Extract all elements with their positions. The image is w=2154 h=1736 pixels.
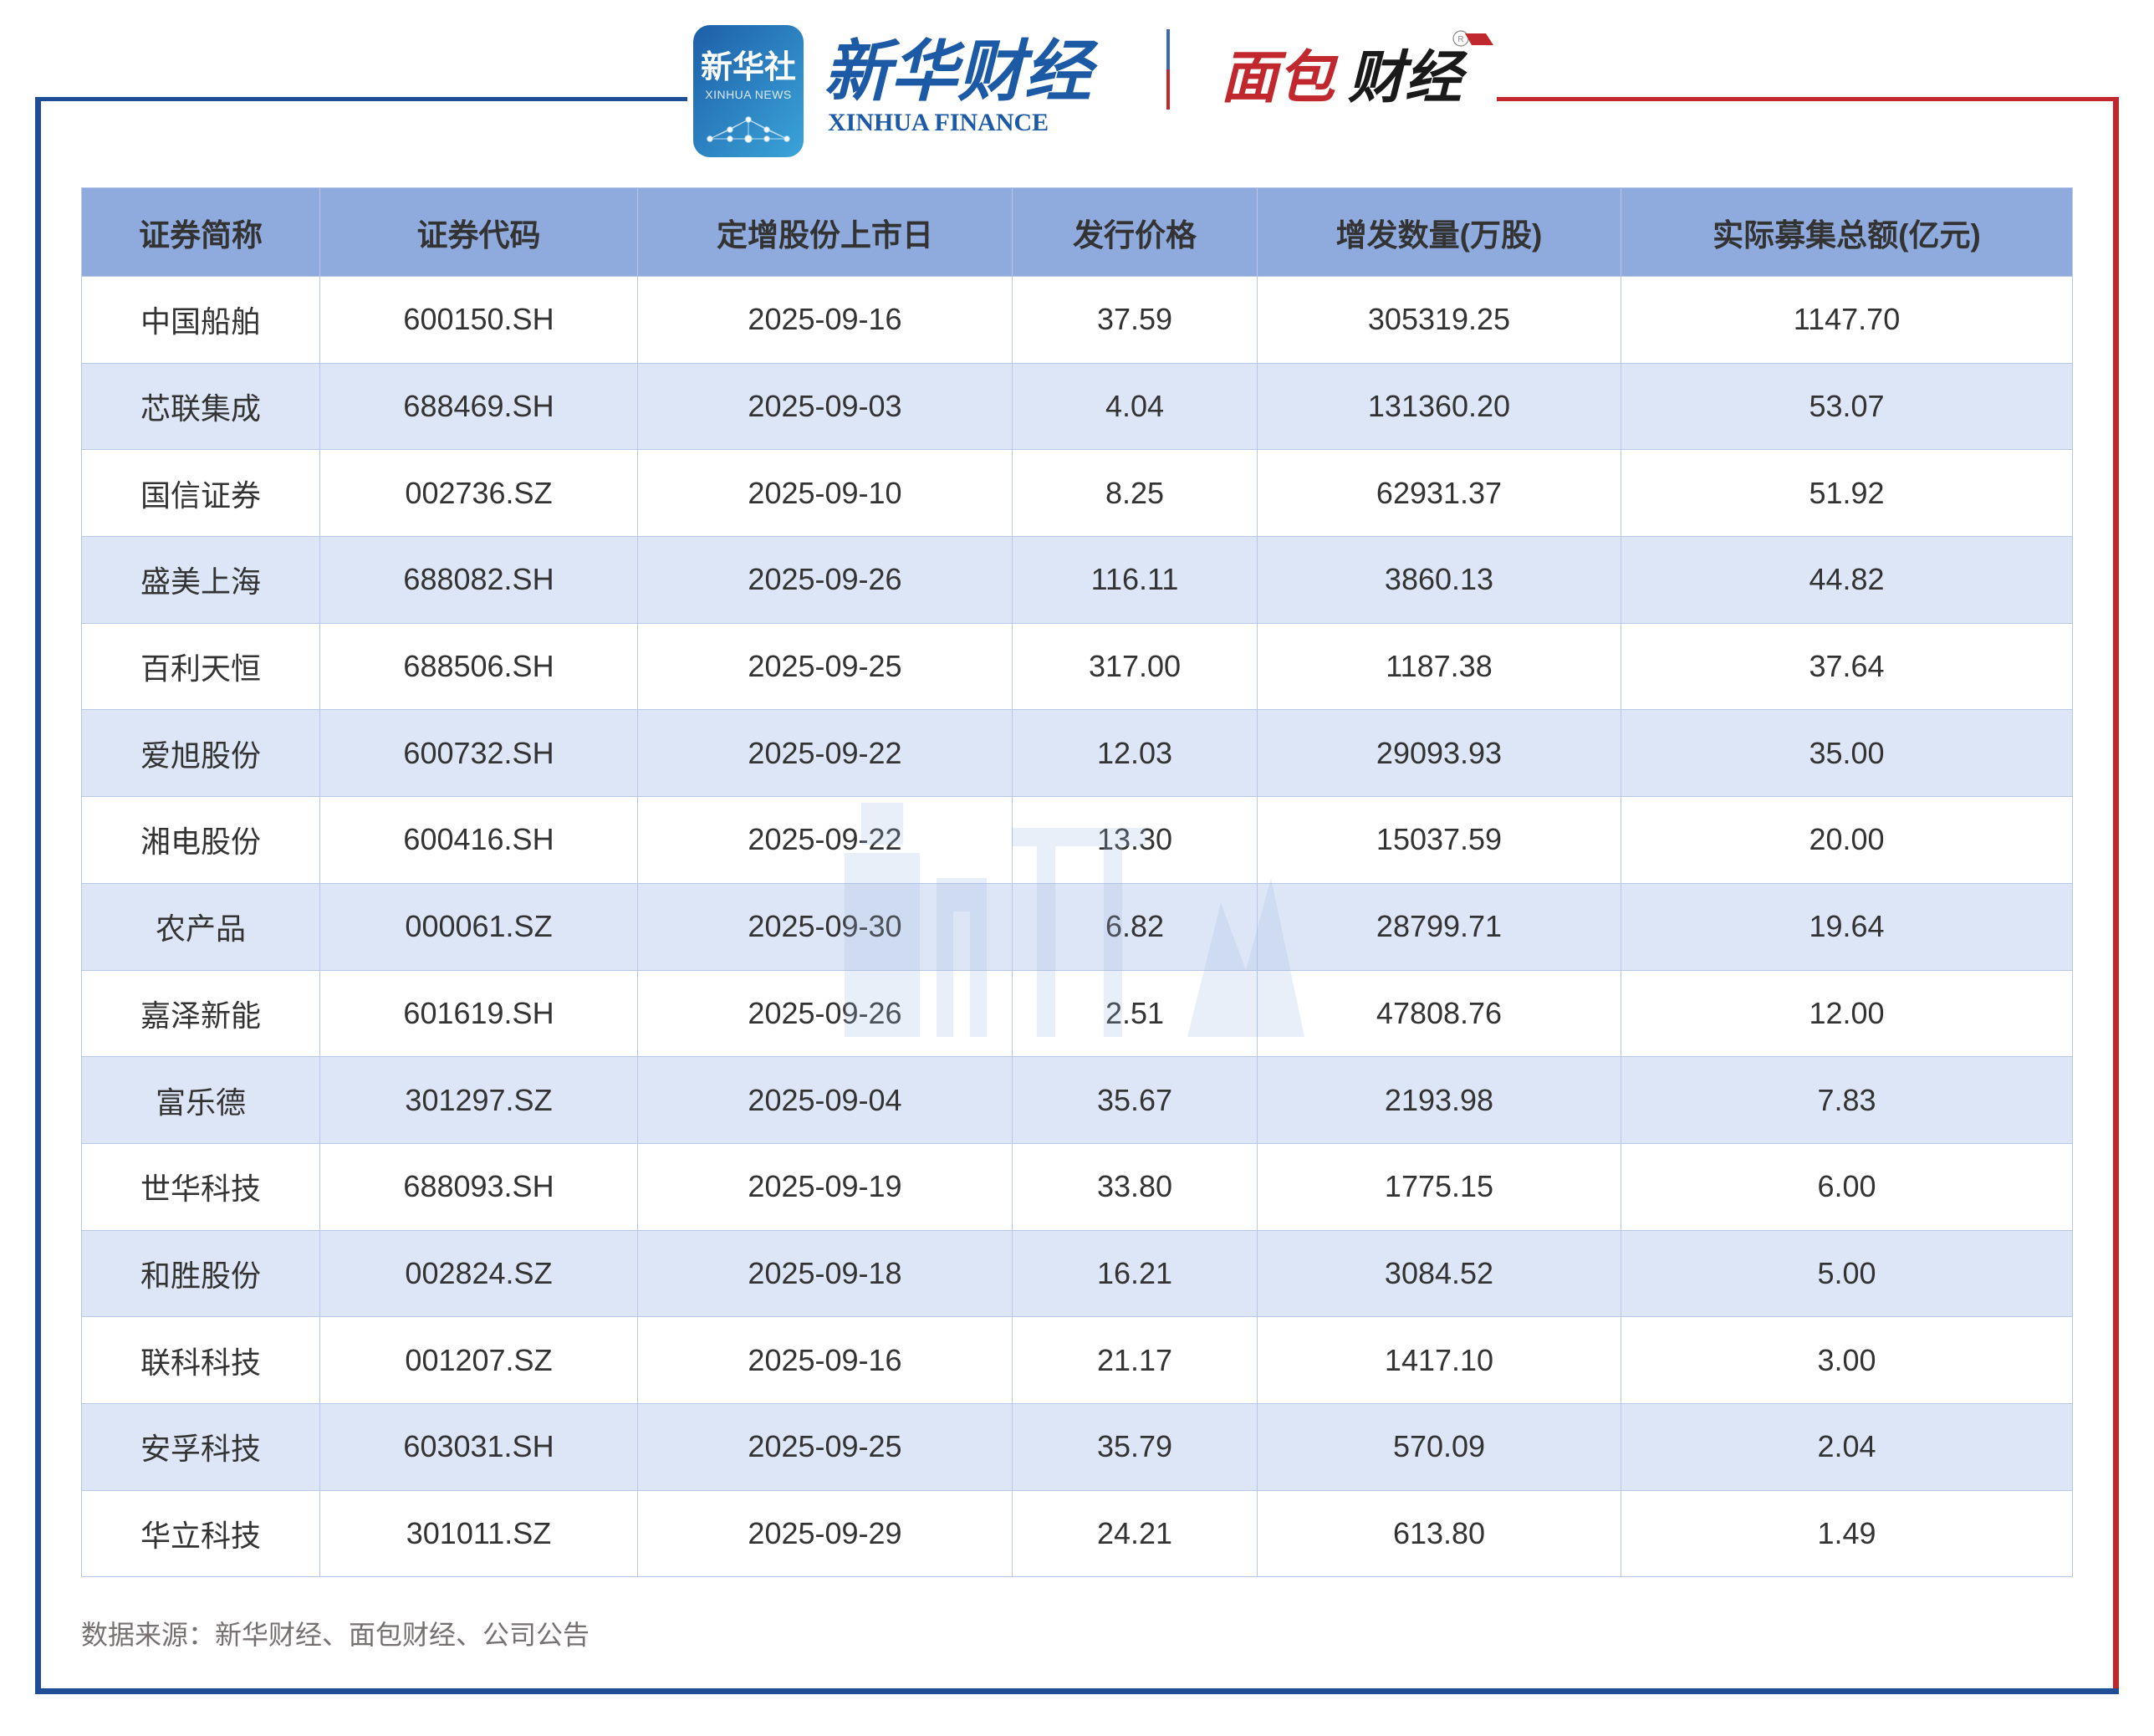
svg-text:XINHUA NEWS: XINHUA NEWS — [705, 88, 792, 101]
svg-text:新华财经: 新华财经 — [824, 34, 1099, 109]
svg-text:新华社: 新华社 — [701, 50, 796, 85]
svg-text:XINHUA FINANCE: XINHUA FINANCE — [828, 109, 1049, 136]
svg-text:面包: 面包 — [1221, 46, 1339, 110]
svg-text:财经: 财经 — [1348, 46, 1468, 110]
svg-text:R: R — [1457, 35, 1463, 44]
